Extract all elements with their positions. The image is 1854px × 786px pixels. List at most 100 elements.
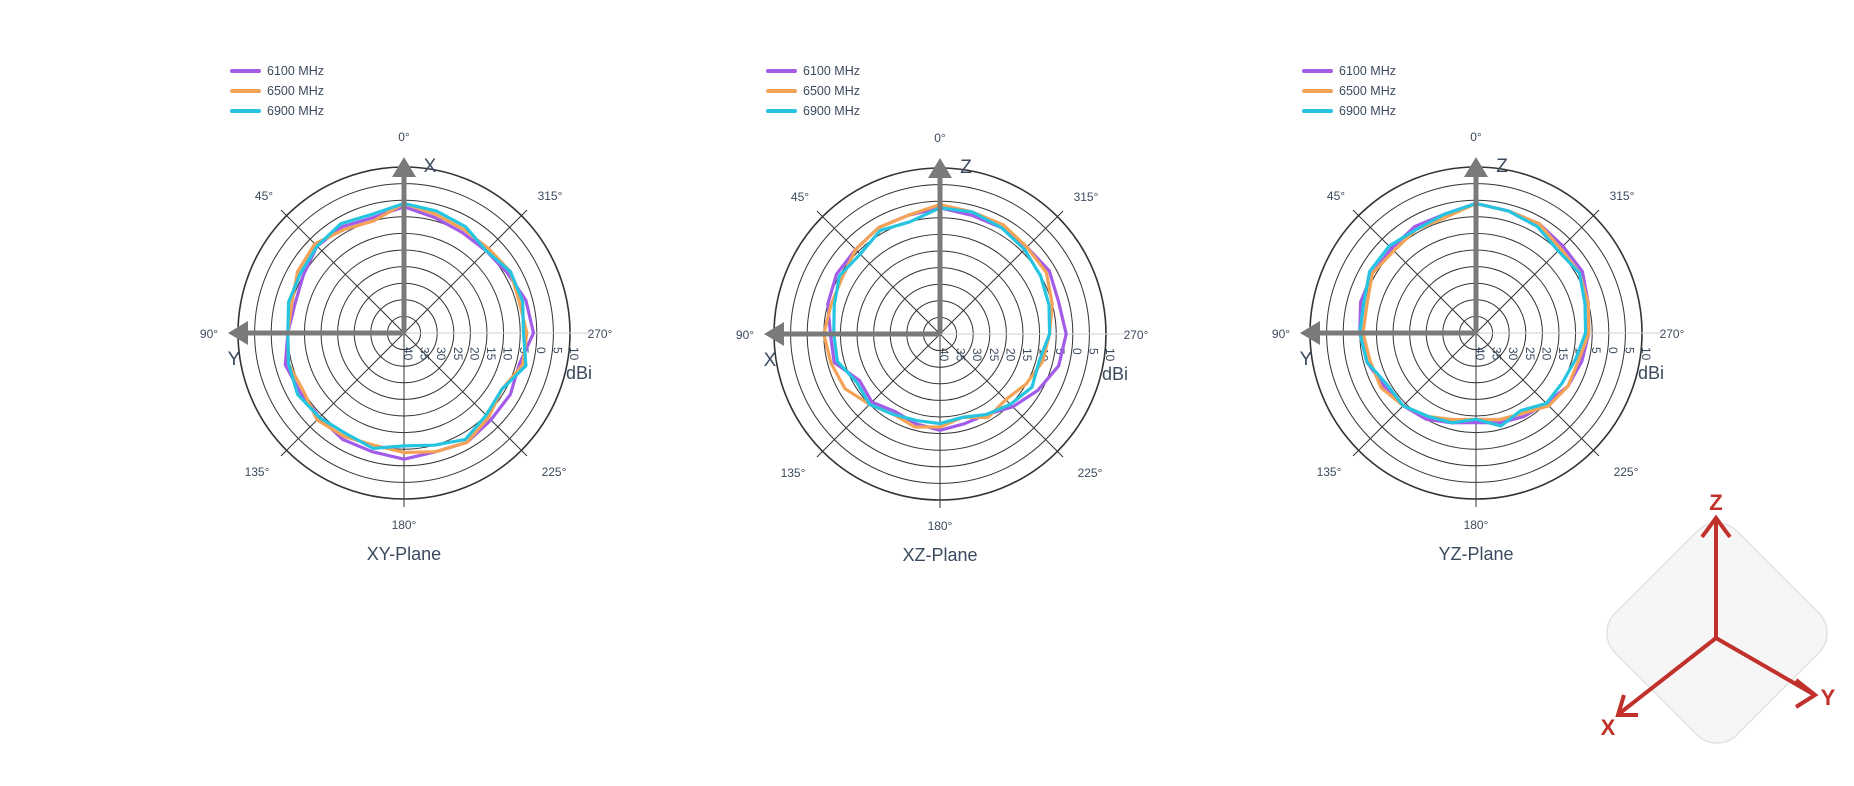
grid-spoke [403, 332, 528, 457]
angle-tick-label: 135° [245, 465, 270, 479]
grid-spoke [816, 333, 941, 458]
arrowhead-up-icon [928, 158, 952, 178]
polar-chart-2: 6100 MHz 6500 MHz 6900 MHz 0° 45° 90° 135° 180°… [736, 64, 1149, 565]
polar-chart-3: 6100 MHz 6500 MHz 6900 MHz 0° 45° 90° 135° 180°… [1272, 64, 1685, 564]
angle-tick-label: 270° [588, 327, 613, 341]
radial-tick-label: 5 [1589, 347, 1603, 354]
angle-tick-label: 45° [255, 189, 273, 203]
axis-label-left: X [764, 350, 777, 371]
angle-tick-label: 90° [200, 327, 218, 341]
angle-tick-label: 135° [1317, 465, 1342, 479]
angle-tick-label: 45° [791, 190, 809, 204]
angle-tick-label: 0° [934, 131, 946, 145]
angle-tick-label: 225° [1614, 465, 1639, 479]
radial-tick-label: 15 [1020, 348, 1034, 362]
legend-label: 6900 MHz [267, 104, 324, 118]
angle-tick-label: 45° [1327, 189, 1345, 203]
legend-label: 6100 MHz [803, 64, 860, 78]
arrowhead-up-icon [392, 157, 416, 177]
series-line-3 [832, 206, 1052, 426]
angle-tick-label: 270° [1660, 327, 1685, 341]
chart-title: XZ-Plane [902, 545, 977, 565]
y-axis-line [1715, 636, 1814, 696]
series-line-1 [826, 206, 1068, 432]
angle-tick-label: 225° [1078, 466, 1103, 480]
radial-tick-label: 10 [567, 347, 581, 361]
legend-label: 6500 MHz [1339, 84, 1396, 98]
radial-tick-label: 5 [1622, 347, 1636, 354]
grid-spoke [939, 210, 1064, 335]
radial-tick-label: 20 [467, 347, 481, 361]
series-line-3 [286, 201, 528, 450]
arrowhead-left-icon [1300, 321, 1320, 345]
radial-tick-label: 35 [954, 348, 968, 362]
radial-tick-label: 10 [1103, 348, 1117, 362]
arrowhead-left-icon [764, 322, 784, 346]
series-line-1 [283, 205, 536, 461]
unit-label: dBi [1102, 364, 1128, 384]
axis-label-top: Z [1496, 156, 1508, 177]
radial-tick-label: 30 [970, 348, 984, 362]
angle-tick-label: 315° [1074, 190, 1099, 204]
legend-label: 6500 MHz [267, 84, 324, 98]
coord-label-x: X [1601, 715, 1616, 740]
angle-tick-label: 135° [781, 466, 806, 480]
angle-tick-label: 0° [398, 130, 410, 144]
series-line-2 [822, 202, 1054, 429]
radial-tick-label: 15 [1556, 347, 1570, 361]
axis-label-left: Y [228, 349, 241, 370]
radial-tick-label: 35 [418, 347, 432, 361]
angle-tick-label: 0° [1470, 130, 1482, 144]
angle-tick-label: 315° [1610, 189, 1635, 203]
chart-title: YZ-Plane [1438, 544, 1513, 564]
radial-tick-label: 30 [1506, 347, 1520, 361]
axis-label-top: Z [960, 157, 972, 178]
radial-tick-label: 30 [434, 347, 448, 361]
x-arrowhead-icon [1615, 694, 1638, 717]
polar-chart-1: 6100 MHz 6500 MHz 6900 MHz 0° 45° 90° 135° 180°… [200, 64, 613, 564]
grid-spoke [1352, 332, 1477, 457]
radial-tick-label: 5 [550, 347, 564, 354]
grid-spoke [1475, 332, 1600, 457]
y-arrowhead-icon [1794, 678, 1819, 709]
angle-tick-label: 180° [928, 519, 953, 533]
radial-tick-label: 0 [1070, 348, 1084, 355]
radial-tick-label: 5 [1086, 348, 1100, 355]
series-line-3 [1358, 201, 1588, 428]
radial-tick-label: 20 [1003, 348, 1017, 362]
angle-tick-label: 270° [1124, 328, 1149, 342]
radial-tick-label: 10 [1639, 347, 1653, 361]
radial-tick-label: 0 [1606, 347, 1620, 354]
angle-tick-label: 225° [542, 465, 567, 479]
radial-tick-label: 25 [1523, 347, 1537, 361]
grid-spoke [939, 333, 1064, 458]
arrowhead-left-icon [228, 321, 248, 345]
radial-tick-label: 0 [534, 347, 548, 354]
angle-tick-label: 180° [1464, 518, 1489, 532]
grid-spoke [1475, 209, 1600, 334]
grid-spoke [280, 209, 405, 334]
radial-tick-label: 40 [1473, 347, 1487, 361]
radial-tick-label: 25 [451, 347, 465, 361]
unit-label: dBi [566, 363, 592, 383]
axis-label-top: X [424, 156, 437, 177]
angle-tick-label: 180° [392, 518, 417, 532]
radial-tick-label: 5 [1053, 348, 1067, 355]
radial-tick-label: 15 [484, 347, 498, 361]
axis-label-left: Y [1300, 349, 1313, 370]
legend-label: 6100 MHz [1339, 64, 1396, 78]
radial-tick-label: 20 [1539, 347, 1553, 361]
legend-label: 6900 MHz [803, 104, 860, 118]
coord-label-z: Z [1709, 490, 1722, 515]
chart-title: XY-Plane [367, 544, 441, 564]
angle-tick-label: 90° [736, 328, 754, 342]
legend-label: 6100 MHz [267, 64, 324, 78]
legend-label: 6500 MHz [803, 84, 860, 98]
radial-tick-label: 40 [937, 348, 951, 362]
radial-tick-label: 25 [987, 348, 1001, 362]
grid-spoke [403, 209, 528, 334]
grid-spoke [1352, 209, 1477, 334]
coord-label-y: Y [1821, 685, 1836, 710]
angle-tick-label: 315° [538, 189, 563, 203]
